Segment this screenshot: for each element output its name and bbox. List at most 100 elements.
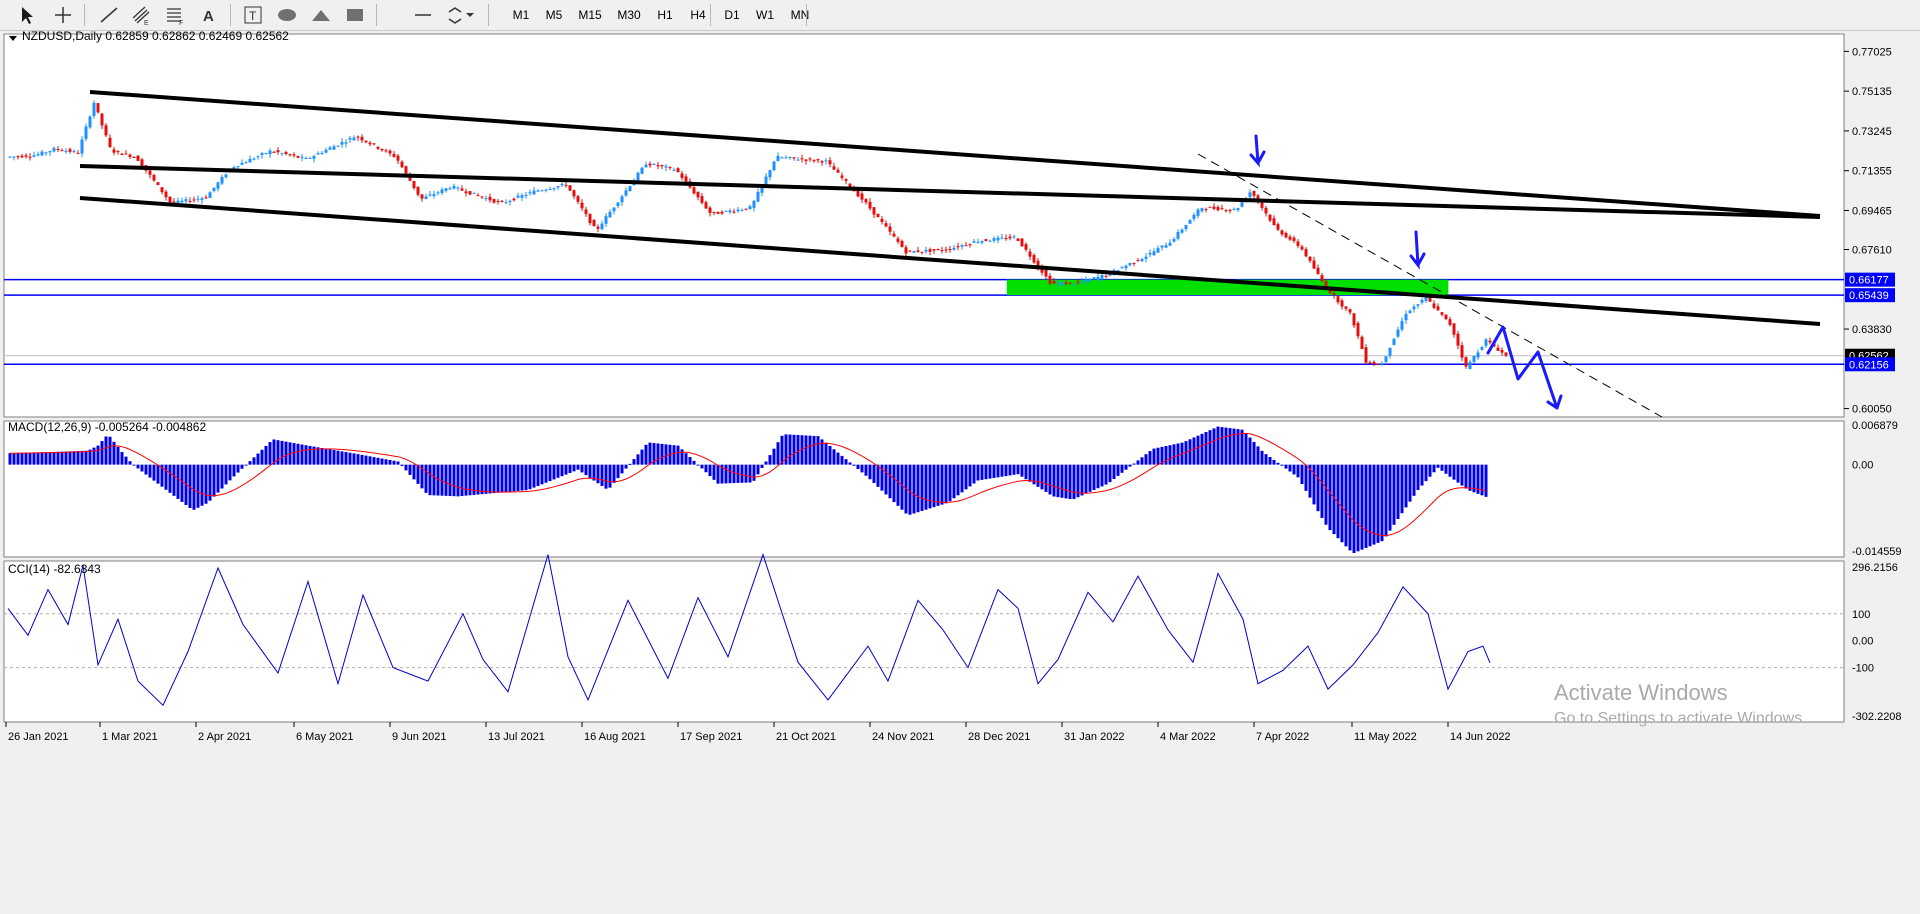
- cci-tick-label: 100: [1852, 609, 1870, 621]
- upper-trend-line[interactable]: [89, 90, 1821, 218]
- candle-body: [1004, 238, 1008, 240]
- ellipse-icon[interactable]: [276, 4, 298, 26]
- candle-body: [116, 151, 120, 153]
- candle-body: [16, 156, 20, 158]
- macd-histogram-bar: [996, 464, 1000, 478]
- macd-histogram-bar: [436, 464, 440, 496]
- lower-trend-line[interactable]: [79, 196, 1821, 326]
- candle-body: [1220, 208, 1224, 210]
- main-chart-panel[interactable]: [3, 33, 1845, 418]
- macd-histogram-bar: [816, 436, 820, 465]
- arrows-menu-icon[interactable]: [446, 4, 476, 26]
- macd-panel[interactable]: [3, 420, 1845, 558]
- rectangle-icon[interactable]: [344, 4, 366, 26]
- macd-histogram-bar: [1404, 464, 1408, 508]
- macd-histogram-bar: [764, 461, 768, 465]
- candle-body: [480, 196, 484, 198]
- candle-body: [240, 162, 244, 165]
- candle-body: [968, 244, 972, 246]
- down-arrow-annotation-1[interactable]: [1249, 134, 1266, 168]
- candle-body: [716, 211, 720, 214]
- horizontal-line-icon[interactable]: [412, 4, 434, 26]
- candle-body: [1300, 246, 1304, 250]
- macd-histogram-bar: [652, 443, 656, 465]
- macd-histogram-bar: [1244, 433, 1248, 465]
- candle-body: [560, 183, 564, 186]
- macd-histogram-bar: [564, 464, 568, 475]
- macd-histogram-bar: [140, 464, 144, 472]
- cursor-arrow-icon[interactable]: [16, 4, 38, 26]
- timeframe-h4[interactable]: H4: [690, 8, 706, 22]
- macd-histogram-bar: [228, 464, 232, 481]
- candle-body: [1360, 336, 1364, 350]
- candle-body: [1068, 282, 1072, 284]
- candle-body: [1436, 306, 1440, 311]
- collapse-triangle-icon[interactable]: [9, 36, 17, 41]
- trend-line-icon[interactable]: [98, 4, 120, 26]
- candle-body: [1020, 238, 1024, 247]
- macd-histogram-bar: [192, 464, 196, 510]
- zone-rectangle[interactable]: [1006, 279, 1449, 296]
- macd-histogram-bar: [1368, 464, 1372, 547]
- candle-body: [596, 226, 600, 229]
- chart-area[interactable]: 0.006879 0.00 -0.014559 296.2156 100 0.00 -10…: [0, 30, 1920, 914]
- macd-histogram-bar: [1232, 428, 1236, 465]
- channel-upper-line[interactable]: [79, 164, 1821, 219]
- triangle-icon[interactable]: [310, 4, 332, 26]
- candle-body: [368, 142, 372, 145]
- candle-body: [128, 154, 132, 158]
- text-icon[interactable]: A: [198, 4, 220, 26]
- candle-body: [1168, 242, 1172, 246]
- timeframe-m1[interactable]: M1: [512, 8, 530, 22]
- macd-histogram-bar: [1344, 464, 1348, 547]
- candle-body: [948, 248, 952, 250]
- macd-histogram-bar: [300, 444, 304, 465]
- user-drawings[interactable]: [79, 90, 1821, 418]
- projection-path-annotation[interactable]: [1486, 325, 1563, 410]
- candle-body: [1284, 232, 1288, 238]
- toolbar-separator: [488, 4, 489, 26]
- supply-demand-zone[interactable]: [1006, 279, 1449, 296]
- candle-body: [816, 159, 820, 161]
- macd-histogram-bar: [896, 464, 900, 506]
- macd-tick-label: 0.006879: [1852, 420, 1898, 432]
- price-axis[interactable]: 0.77025 0.75135 0.73245 0.71355 0.69465 0.676…: [1844, 46, 1895, 416]
- macd-histogram-bar: [320, 447, 324, 465]
- crosshair-icon[interactable]: [52, 4, 74, 26]
- cci-panel[interactable]: [3, 560, 1845, 723]
- macd-histogram-bar: [1260, 450, 1264, 465]
- toolbar-separator: [84, 4, 85, 26]
- candle-body: [60, 150, 64, 152]
- candle-body: [652, 163, 656, 165]
- candle-body: [464, 191, 468, 194]
- timeframe-d1[interactable]: D1: [724, 8, 740, 22]
- macd-histogram-bar: [416, 464, 420, 484]
- timeframe-mn[interactable]: MN: [790, 8, 810, 22]
- candle-body: [140, 159, 144, 167]
- equidistant-channel-icon[interactable]: E: [130, 4, 152, 26]
- candle-body: [1132, 262, 1136, 264]
- macd-histogram-bar: [276, 440, 280, 465]
- candle-body: [1296, 241, 1300, 246]
- candle-body: [548, 189, 552, 191]
- time-axis[interactable]: 26 Jan 2021 1 Mar 2021 2 Apr 2021 6 May 202…: [5, 722, 1511, 743]
- text-label-icon[interactable]: T: [242, 4, 264, 26]
- macd-histogram-bar: [1200, 433, 1204, 465]
- timeframe-m15[interactable]: M15: [578, 8, 602, 22]
- fibonacci-icon[interactable]: F: [164, 4, 186, 26]
- candle-body: [1432, 303, 1436, 308]
- candle-body: [92, 102, 96, 116]
- macd-histogram-bar: [672, 445, 676, 465]
- macd-tick-label: 0.00: [1852, 460, 1873, 472]
- macd-histogram-bar: [380, 458, 384, 465]
- timeframe-m5[interactable]: M5: [545, 8, 563, 22]
- macd-histogram-bar: [64, 451, 68, 465]
- down-arrow-annotation-2[interactable]: [1409, 230, 1426, 270]
- macd-histogram-bar: [1292, 464, 1296, 475]
- timeframe-h1[interactable]: H1: [657, 8, 673, 22]
- timeframe-m30[interactable]: M30: [617, 8, 641, 22]
- timeframe-w1[interactable]: W1: [756, 8, 774, 22]
- macd-histogram-bar: [540, 464, 544, 485]
- candle-body: [1500, 349, 1504, 353]
- macd-histogram-bar: [1476, 464, 1480, 494]
